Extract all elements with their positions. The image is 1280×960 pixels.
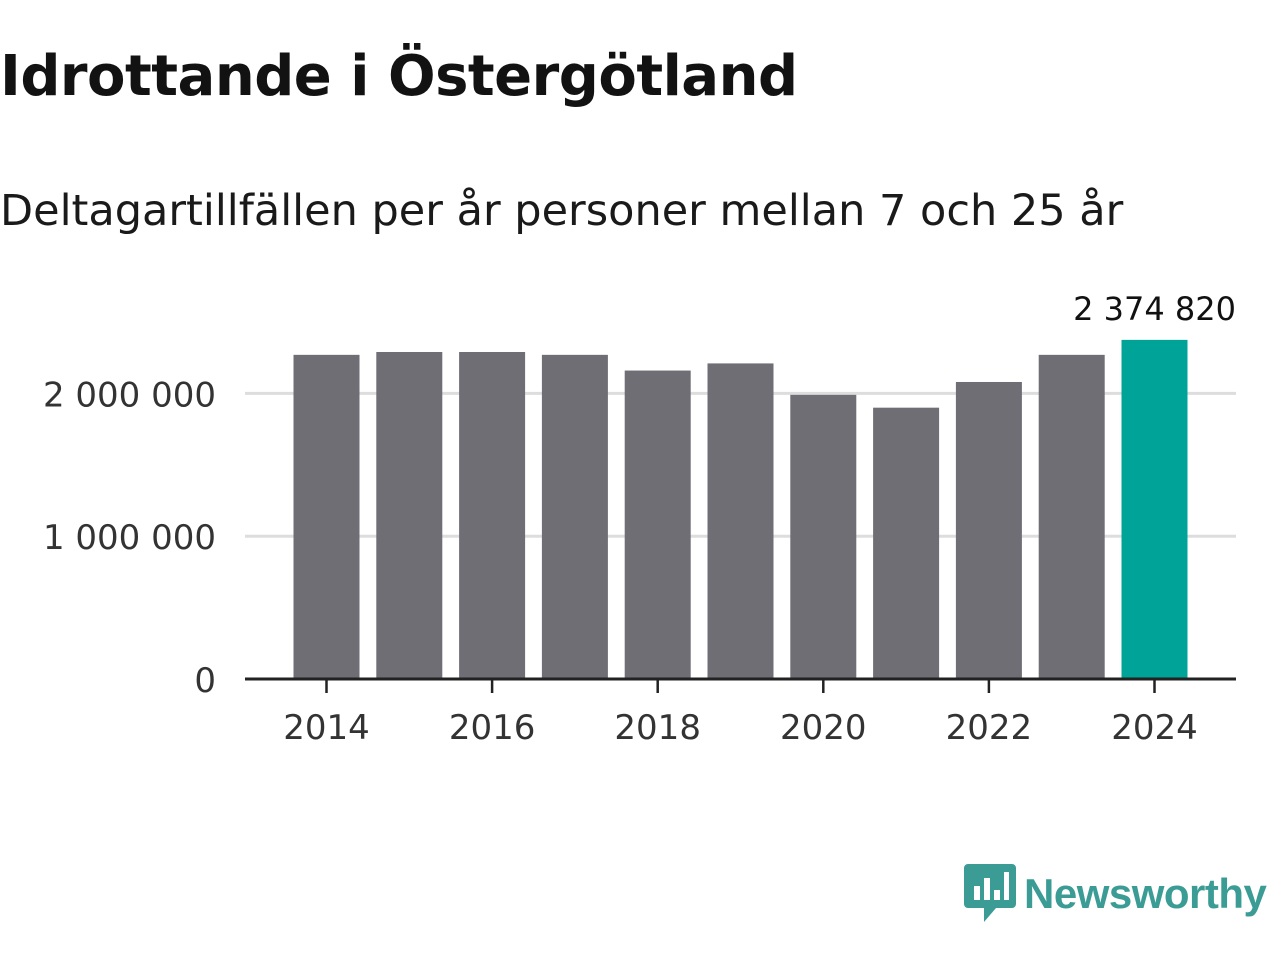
bar bbox=[376, 351, 443, 679]
data-label: 2 374 820 bbox=[1073, 290, 1236, 328]
bar bbox=[293, 354, 360, 679]
bars bbox=[293, 339, 1188, 679]
bar bbox=[541, 354, 608, 679]
x-tick-label: 2014 bbox=[283, 708, 370, 748]
chart-subtitle: Deltagartillfällen per år personer mella… bbox=[0, 186, 1124, 236]
bar bbox=[955, 381, 1022, 679]
x-tick-label: 2016 bbox=[449, 708, 536, 748]
axes bbox=[245, 677, 1236, 693]
y-tick-label: 2 000 000 bbox=[43, 375, 216, 415]
x-tick-label: 2024 bbox=[1111, 708, 1198, 748]
bar bbox=[873, 407, 940, 679]
bar bbox=[459, 351, 526, 679]
y-tick-label: 0 bbox=[194, 661, 216, 701]
x-tick-label: 2020 bbox=[780, 708, 867, 748]
bar bbox=[1038, 354, 1105, 679]
labels: 0 1 000 000 2 000 000 2 374 820 2014 2016 2018… bbox=[43, 290, 1236, 748]
x-tick-label: 2018 bbox=[614, 708, 701, 748]
brand-name: Newsworthy bbox=[1024, 870, 1267, 917]
brand-logo: Newsworthy bbox=[964, 864, 1267, 924]
chart-title: Idrottande i Östergötland bbox=[0, 44, 798, 109]
bar bbox=[624, 370, 691, 679]
bar bbox=[707, 363, 774, 679]
bar-highlight bbox=[1121, 339, 1188, 679]
newsworthy-logo-icon bbox=[964, 864, 1016, 922]
y-tick-label: 1 000 000 bbox=[43, 518, 216, 558]
x-tick-label: 2022 bbox=[946, 708, 1033, 748]
bar bbox=[790, 394, 857, 679]
